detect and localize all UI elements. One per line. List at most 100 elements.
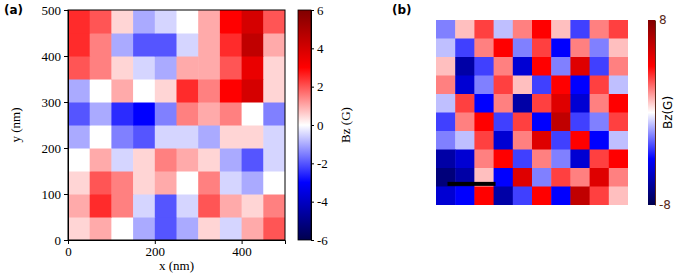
heatmap-cell	[133, 194, 155, 218]
heatmap-cell	[242, 102, 264, 126]
image-cell	[455, 57, 475, 76]
heatmap-cell	[198, 33, 220, 57]
heatmap-cell	[177, 194, 199, 218]
image-cell	[551, 94, 571, 113]
heatmap-cell	[133, 148, 155, 172]
heatmap-cell	[198, 217, 220, 240]
heatmap-cell	[90, 194, 112, 218]
heatmap-cell	[242, 194, 264, 218]
heatmap-cell	[242, 148, 264, 172]
colorbar-title: Bz(G)	[661, 96, 675, 129]
image-cell	[609, 76, 628, 95]
heatmap-cell	[198, 125, 220, 149]
heatmap-cell	[155, 171, 177, 195]
image-cell	[494, 131, 514, 150]
heatmap-cell	[242, 125, 264, 149]
image-cell	[436, 187, 456, 206]
heatmap-cell	[198, 171, 220, 195]
heatmap-cell	[90, 148, 112, 172]
image-cell	[474, 187, 494, 206]
image-cell	[570, 57, 590, 76]
heatmap-cell	[111, 125, 133, 149]
image-cell	[590, 113, 610, 132]
tick-label: 300	[42, 95, 62, 110]
heatmap-cell	[155, 56, 177, 80]
image-cell	[532, 57, 552, 76]
image-cell	[590, 131, 610, 150]
image-cell	[455, 187, 475, 206]
image-cell	[570, 113, 590, 132]
image-cell	[474, 39, 494, 58]
image-cell	[455, 20, 475, 39]
image-cell	[513, 113, 533, 132]
tick-mark	[311, 125, 314, 126]
heatmap-cell	[242, 56, 264, 80]
heatmap-cell	[68, 102, 90, 126]
image-cell	[609, 20, 628, 39]
heatmap-cell	[68, 148, 90, 172]
image-cell	[436, 131, 456, 150]
tick: 200	[146, 240, 166, 259]
axis-line	[64, 11, 69, 241]
heatmap-cell	[68, 125, 90, 149]
heatmap-cell	[155, 194, 177, 218]
heatmap-cell	[133, 217, 155, 240]
axis-line	[655, 21, 656, 206]
tick-mark	[311, 48, 314, 49]
image-cell	[494, 76, 514, 95]
image-cell	[455, 113, 475, 132]
tick-label: -2	[317, 156, 328, 171]
heatmap-cell	[198, 56, 220, 80]
image-cell	[551, 113, 571, 132]
image-cell	[494, 57, 514, 76]
heatmap-cell	[220, 56, 242, 80]
heatmap-cell	[263, 79, 285, 103]
image-cell	[513, 168, 533, 187]
heatmap-cell	[198, 102, 220, 126]
image-cell	[436, 94, 456, 113]
figure: 02004000100200300400500x (nm)y (nm)(a)-6…	[0, 0, 685, 275]
heatmap-cell	[90, 56, 112, 80]
image-cell	[474, 131, 494, 150]
image-cell	[532, 131, 552, 150]
heatmap-cell	[155, 148, 177, 172]
heatmap-cell	[111, 194, 133, 218]
image-cell	[551, 131, 571, 150]
heatmap-cell	[111, 79, 133, 103]
heatmap-cell	[90, 79, 112, 103]
heatmap-cell	[198, 194, 220, 218]
tick: 0	[311, 118, 324, 133]
heatmap-cell	[220, 125, 242, 149]
tick-mark	[311, 87, 314, 88]
axis-line	[69, 241, 286, 245]
image-cell	[455, 39, 475, 58]
heatmap-cell	[68, 194, 90, 218]
colorbar	[298, 10, 311, 240]
image-cell	[532, 39, 552, 58]
colorbar-title: Bz (G)	[338, 107, 353, 143]
image-cell	[551, 187, 571, 206]
heatmap-cell	[133, 171, 155, 195]
image-cell	[494, 39, 514, 58]
heatmap-cell	[177, 171, 199, 195]
heatmap-cell	[220, 33, 242, 57]
heatmap-cell	[242, 171, 264, 195]
tick: 6	[311, 3, 324, 18]
scale-bar	[448, 182, 496, 186]
heatmap-cell	[90, 125, 112, 149]
heatmap-cell	[263, 194, 285, 218]
tick: 8	[655, 13, 667, 27]
image-cell	[494, 168, 514, 187]
heatmap-cell	[177, 217, 199, 240]
heatmap-cell	[177, 102, 199, 126]
tick: 300	[42, 95, 69, 110]
tick-mark	[311, 10, 314, 11]
image-cell	[570, 94, 590, 113]
image-cell	[570, 39, 590, 58]
image-cell	[474, 113, 494, 132]
image-cell	[532, 20, 552, 39]
image-cell	[532, 150, 552, 169]
image-cell	[590, 168, 610, 187]
heatmap-cell	[220, 102, 242, 126]
axis-line	[312, 11, 315, 241]
